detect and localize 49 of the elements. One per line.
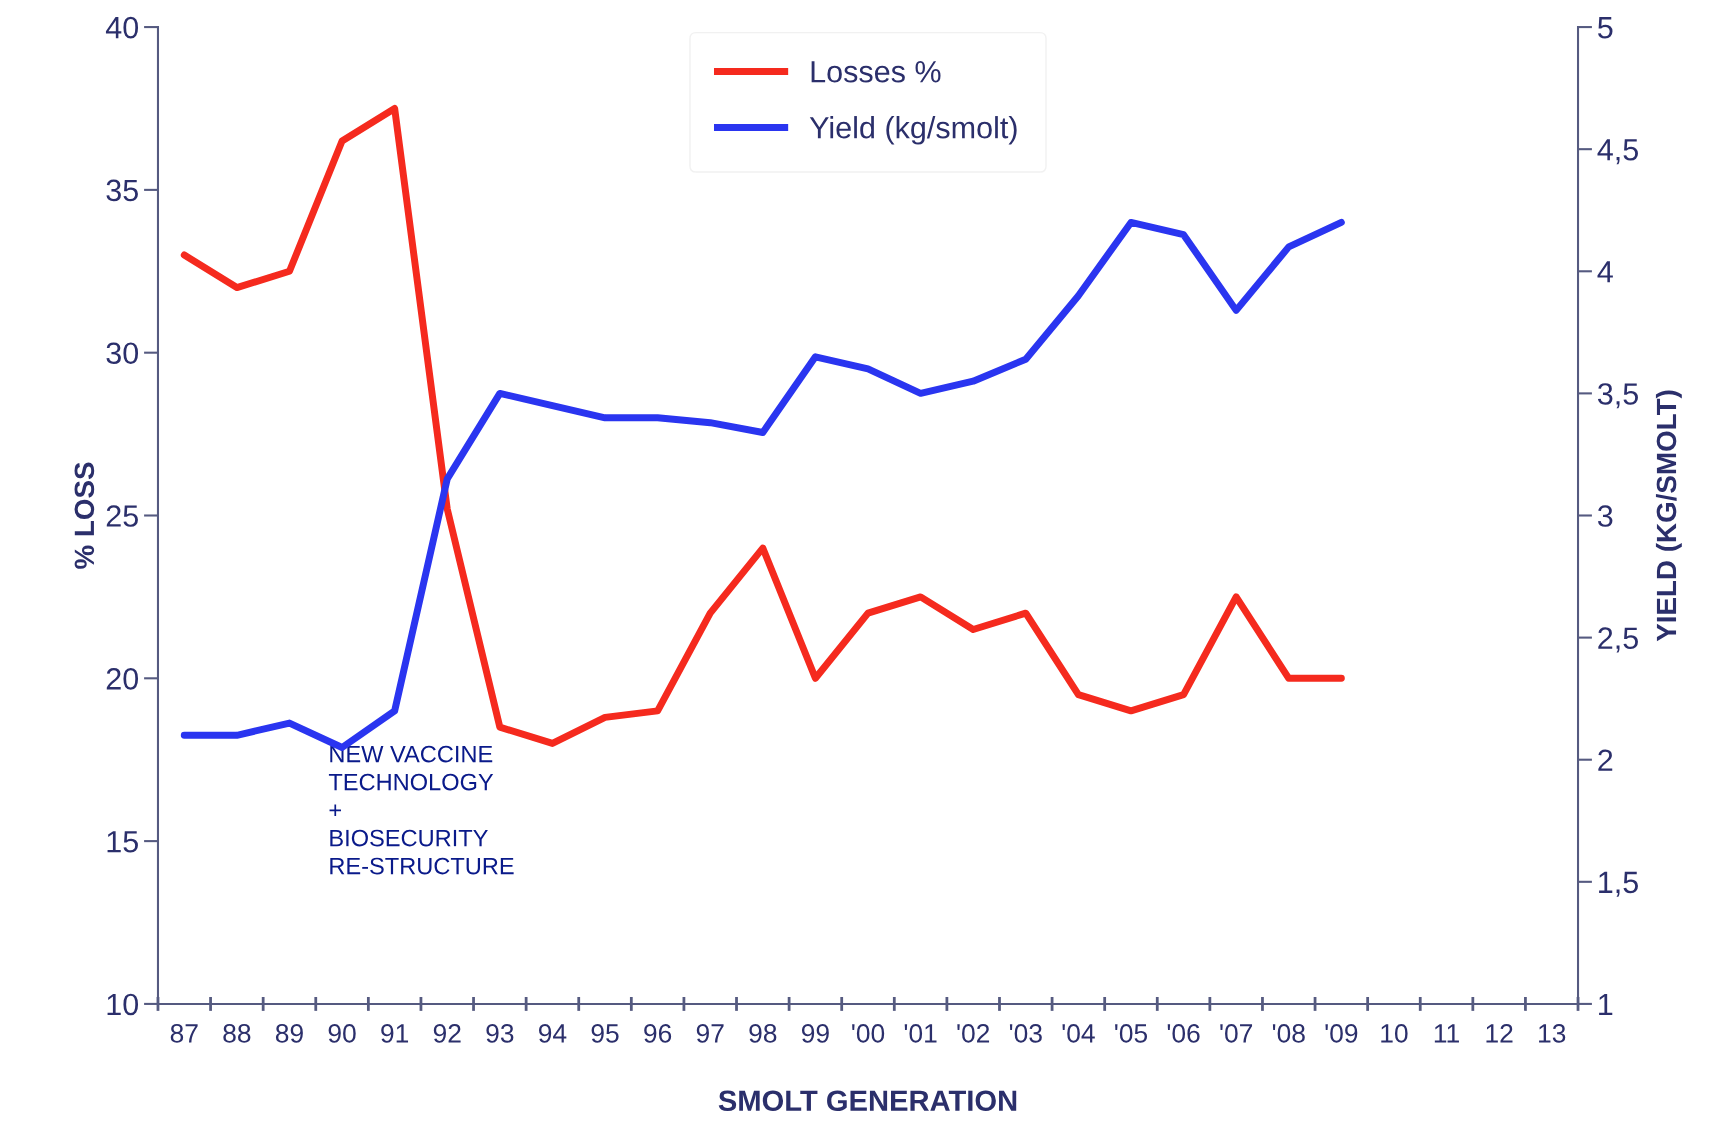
- annotation: NEW VACCINE TECHNOLOGY + BIOSECURITY RE-STRUCTURE: [328, 745, 514, 875]
- y-tick-label: 40: [105, 16, 139, 39]
- x-tick-label: '04: [1062, 1024, 1095, 1043]
- x-tick-label: 13: [1539, 1024, 1566, 1043]
- x-tick-label: '03: [1009, 1024, 1042, 1043]
- x-tick-label: '00: [852, 1024, 885, 1043]
- y2-tick-label: 3: [1597, 505, 1613, 527]
- x-tick-label: 89: [275, 1024, 303, 1043]
- legend-label: Losses %: [811, 61, 941, 83]
- x-tick-label: '07: [1220, 1024, 1253, 1043]
- x-axis-title: SMOLT GENERATION: [718, 1090, 1017, 1112]
- y2-tick-label: 4: [1597, 261, 1613, 283]
- x-tick-label: 95: [591, 1024, 619, 1043]
- x-tick-label: 99: [801, 1024, 829, 1043]
- x-tick-label: 87: [170, 1024, 198, 1043]
- x-tick-label: 88: [223, 1024, 251, 1043]
- x-tick-label: 96: [644, 1024, 672, 1043]
- y-tick-label: 15: [107, 831, 138, 853]
- x-tick-label: 12: [1486, 1024, 1513, 1043]
- x-tick-label: 93: [486, 1024, 514, 1043]
- x-tick-label: 92: [433, 1024, 461, 1043]
- y2-tick-label: 3,5: [1597, 383, 1638, 409]
- x-tick-label: 11: [1434, 1024, 1459, 1043]
- y2-tick-label: 2: [1598, 749, 1613, 771]
- y2-tick-label: 1,5: [1599, 871, 1638, 897]
- y-tick-label: 30: [106, 342, 139, 365]
- y-tick-label: 25: [106, 505, 138, 527]
- x-tick-label: 10: [1381, 1024, 1408, 1043]
- x-tick-label: '01: [904, 1024, 937, 1043]
- x-tick-label: 97: [696, 1024, 724, 1043]
- y2-tick-label: 5: [1598, 17, 1613, 39]
- x-tick-label: 98: [749, 1024, 777, 1043]
- x-tick-label: '08: [1272, 1024, 1305, 1043]
- x-tick-label: '09: [1325, 1024, 1358, 1043]
- y-axis-title: % LOSS: [74, 462, 95, 569]
- y2-tick-label: 1: [1599, 993, 1613, 1015]
- x-tick-label: '02: [957, 1024, 990, 1043]
- x-tick-label: 90: [328, 1024, 356, 1043]
- y2-axis-title: YIELD (KG/SMOLT): [1655, 390, 1682, 642]
- legend-label: Yield (kg/smolt): [809, 116, 1017, 145]
- y2-tick-label: 2,5: [1598, 627, 1638, 653]
- x-tick-label: '05: [1115, 1024, 1148, 1043]
- x-tick-label: 94: [539, 1024, 567, 1043]
- y-tick-label: 35: [106, 179, 138, 202]
- y2-tick-label: 4,5: [1597, 139, 1638, 165]
- y-tick-label: 10: [107, 993, 139, 1016]
- y-tick-label: 20: [106, 668, 139, 690]
- x-tick-label: 91: [381, 1024, 409, 1043]
- x-tick-label: '06: [1167, 1024, 1200, 1043]
